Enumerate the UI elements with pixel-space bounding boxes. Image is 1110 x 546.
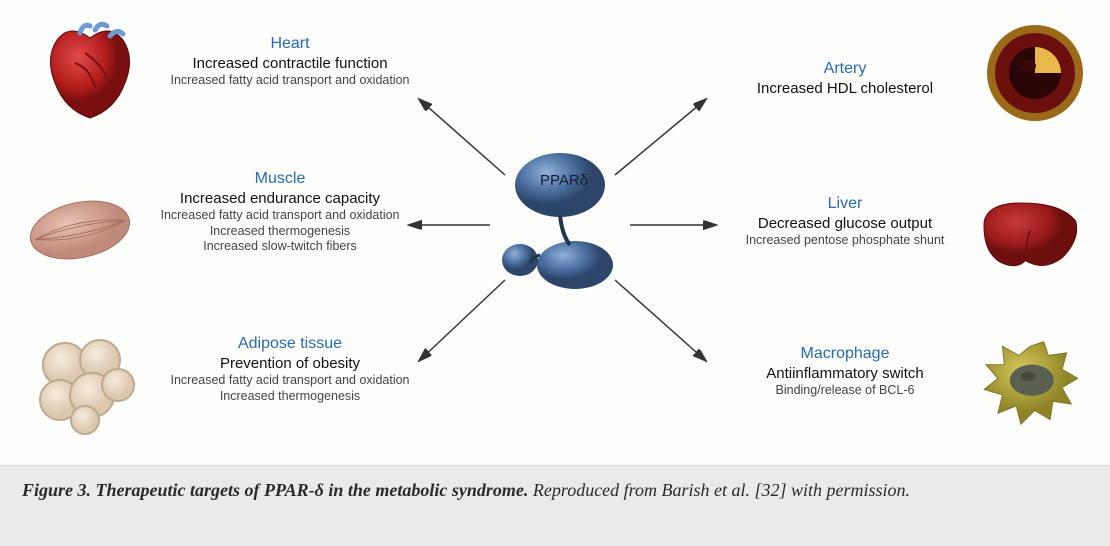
ppar-diagram: PPARδ <box>0 0 1110 460</box>
muscle-sub-2: Increased slow-twitch fibers <box>155 239 405 255</box>
figure-caption: Figure 3. Therapeutic targets of PPAR-δ … <box>0 465 1110 546</box>
muscle-title: Muscle <box>155 170 405 188</box>
heart-main: Increased contractile function <box>165 55 415 72</box>
caption-tail: Reproduced from Barish et al. [32] with … <box>528 480 910 500</box>
liver-sub-0: Increased pentose phosphate shunt <box>720 233 970 249</box>
adipose-sub-0: Increased fatty acid transport and oxida… <box>165 373 415 389</box>
muscle-sub-1: Increased thermogenesis <box>155 224 405 240</box>
macrophage-sub-0: Binding/release of BCL-6 <box>720 383 970 399</box>
adipose-sub-1: Increased thermogenesis <box>165 389 415 405</box>
center-label: PPARδ <box>540 172 588 189</box>
adipose-icon <box>30 330 140 440</box>
muscle-icon <box>25 175 135 285</box>
liver-title: Liver <box>720 195 970 213</box>
heart-title: Heart <box>165 35 415 53</box>
heart-icon <box>35 18 145 128</box>
artery-main: Increased HDL cholesterol <box>720 80 970 97</box>
ppar-molecule-icon <box>490 145 630 305</box>
artery-block: Artery Increased HDL cholesterol <box>720 60 970 98</box>
muscle-sub-0: Increased fatty acid transport and oxida… <box>155 208 405 224</box>
liver-main: Decreased glucose output <box>720 215 970 232</box>
artery-icon <box>980 18 1090 128</box>
liver-block: Liver Decreased glucose output Increased… <box>720 195 970 249</box>
adipose-main: Prevention of obesity <box>165 355 415 372</box>
artery-title: Artery <box>720 60 970 78</box>
adipose-block: Adipose tissue Prevention of obesity Inc… <box>165 335 415 404</box>
liver-icon <box>975 180 1085 290</box>
muscle-main: Increased endurance capacity <box>155 190 405 207</box>
caption-lead: Figure 3. Therapeutic targets of PPAR-δ … <box>22 480 528 500</box>
heart-block: Heart Increased contractile function Inc… <box>165 35 415 89</box>
heart-sub-0: Increased fatty acid transport and oxida… <box>165 73 415 89</box>
macrophage-title: Macrophage <box>720 345 970 363</box>
macrophage-icon <box>975 328 1085 438</box>
adipose-title: Adipose tissue <box>165 335 415 353</box>
muscle-block: Muscle Increased endurance capacity Incr… <box>155 170 405 255</box>
macrophage-main: Antiinflammatory switch <box>720 365 970 382</box>
macrophage-block: Macrophage Antiinflammatory switch Bindi… <box>720 345 970 399</box>
